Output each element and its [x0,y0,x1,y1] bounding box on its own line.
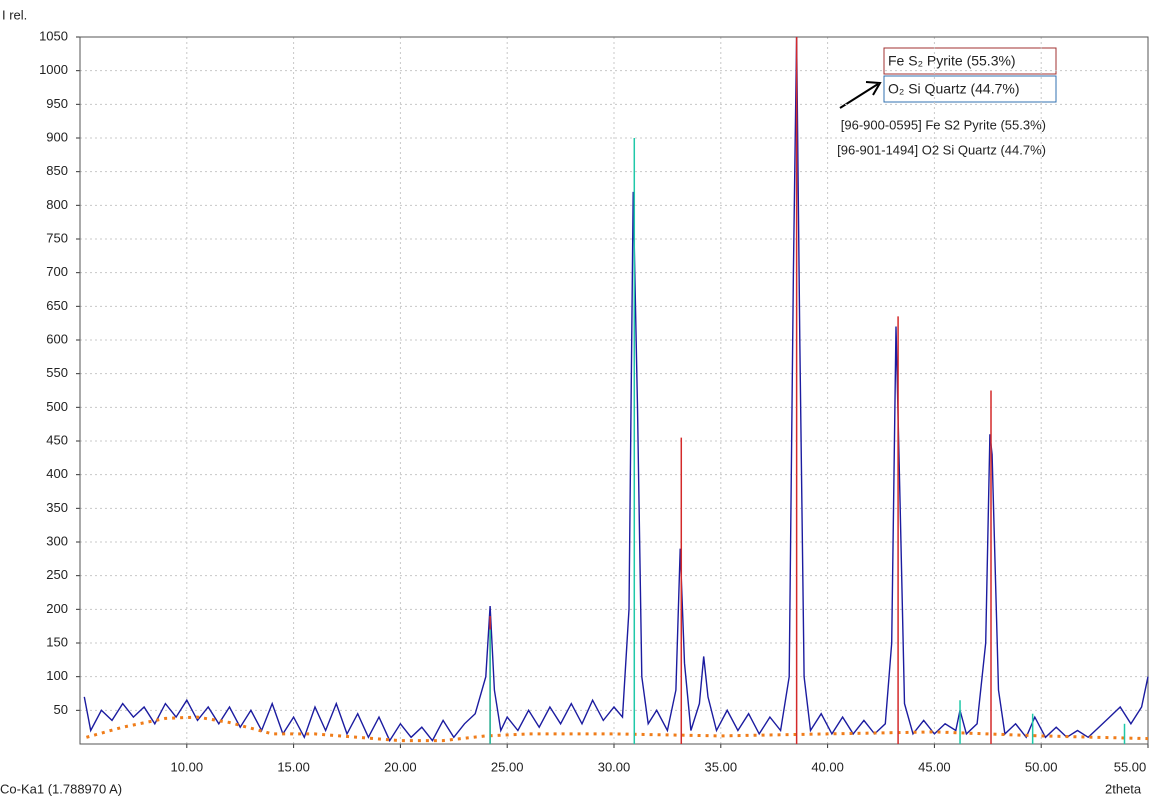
observed-line [83,36,1149,743]
y-tick-label: 200 [46,601,68,616]
y-tick-label: 450 [46,432,68,447]
background-line [85,715,1149,743]
x-axis-label: 2theta [1105,781,1142,796]
y-tick-label: 400 [46,466,68,481]
x-tick-label: 10.00 [171,759,204,774]
source-label: Co-Ka1 (1.788970 A) [0,781,122,796]
legend-box [883,47,1057,75]
x-tick-label: 15.00 [277,759,310,774]
y-tick-label: 50 [54,702,68,717]
y-tick-label: 700 [46,264,68,279]
phase-legend: O₂ Si Quartz (44.7%) [888,81,1019,97]
y-tick-label: 800 [46,197,68,212]
x-tick-label: 50.00 [1025,759,1058,774]
y-tick-label: 150 [46,634,68,649]
y-tick-label: 550 [46,365,68,380]
x-tick-label: 40.00 [811,759,844,774]
y-tick-label: 650 [46,298,68,313]
y-tick-label: 600 [46,331,68,346]
phase-name: [96-900-0595] Fe S2 Pyrite (55.3%) [841,117,1046,132]
y-tick-label: 500 [46,399,68,414]
x-tick-label: 20.00 [384,759,417,774]
plot-frame [79,36,1149,745]
x-tick-label: 25.00 [491,759,524,774]
phase-name: [96-901-1494] O2 Si Quartz (44.7%) [837,142,1046,157]
y-tick-label: 950 [46,96,68,111]
x-tick-label: 35.00 [705,759,738,774]
x-tick-label: 45.00 [918,759,951,774]
y-tick-label: 100 [46,668,68,683]
x-tick-label: 55.00 [1114,759,1147,774]
arrow-head [865,81,882,96]
x-tick-label: 30.00 [598,759,631,774]
y-tick-label: 900 [46,129,68,144]
y-tick-label: 750 [46,230,68,245]
y-tick-label: 350 [46,500,68,515]
legend-box [883,75,1057,103]
phase-legend: Fe S₂ Pyrite (55.3%) [888,53,1016,69]
y-tick-label: 1050 [39,28,68,43]
y-axis-label: I rel. [2,7,27,22]
y-tick-label: 1000 [39,62,68,77]
y-tick-label: 300 [46,533,68,548]
y-tick-label: 850 [46,163,68,178]
y-tick-label: 250 [46,567,68,582]
